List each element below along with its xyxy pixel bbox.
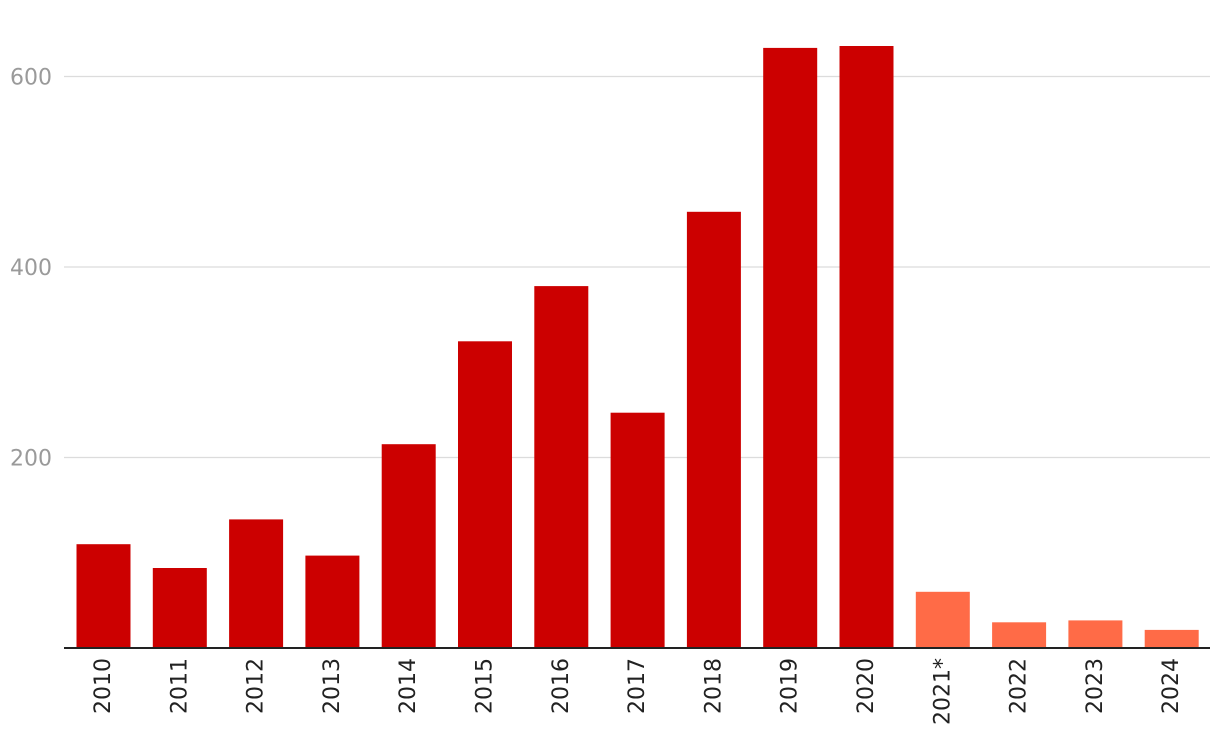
x-tick-label-2023: 2023 [1083,658,1108,714]
x-tick-label-2011: 2011 [167,658,192,714]
x-tick-label-2019: 2019 [778,658,803,714]
bar-2012 [229,519,284,648]
y-tick-label-400: 400 [10,256,52,281]
x-axis-ticks: 2010 2011 2012 2013 2014 2015 2016 2017 2018 2019… [91,658,1184,725]
bar-2016 [534,286,589,648]
bar-2017 [610,412,665,648]
bar-2011 [152,568,207,648]
x-tick-label-2016: 2016 [549,658,574,714]
y-tick-label-600: 600 [10,66,52,91]
bar-2021* [915,591,970,648]
bars [76,46,1199,649]
bar-2020 [839,46,894,648]
x-tick-label-2010: 2010 [91,658,116,714]
x-tick-label-2013: 2013 [320,658,345,714]
y-axis-ticks: 200 400 600 [10,66,52,472]
x-tick-label-2017: 2017 [625,658,650,714]
bar-2022 [992,622,1047,648]
bar-2019 [763,47,818,648]
bar-2023 [1068,620,1123,648]
x-tick-label-2018: 2018 [701,658,726,714]
bar-2018 [686,211,741,649]
x-tick-label-2022: 2022 [1007,658,1032,714]
x-tick-label-2012: 2012 [244,658,269,714]
bar-2014 [381,444,436,648]
gridlines [64,75,1210,459]
bar-2024 [1144,629,1199,648]
y-tick-label-200: 200 [10,447,52,472]
x-tick-label-2015: 2015 [473,658,498,714]
x-tick-label-2021*: 2021* [930,658,955,725]
bar-2010 [76,544,131,648]
x-tick-label-2014: 2014 [396,658,421,714]
bar-2015 [458,341,512,648]
bar-2013 [305,555,360,648]
x-tick-label-2024: 2024 [1159,658,1184,714]
x-tick-label-2020: 2020 [854,658,879,714]
